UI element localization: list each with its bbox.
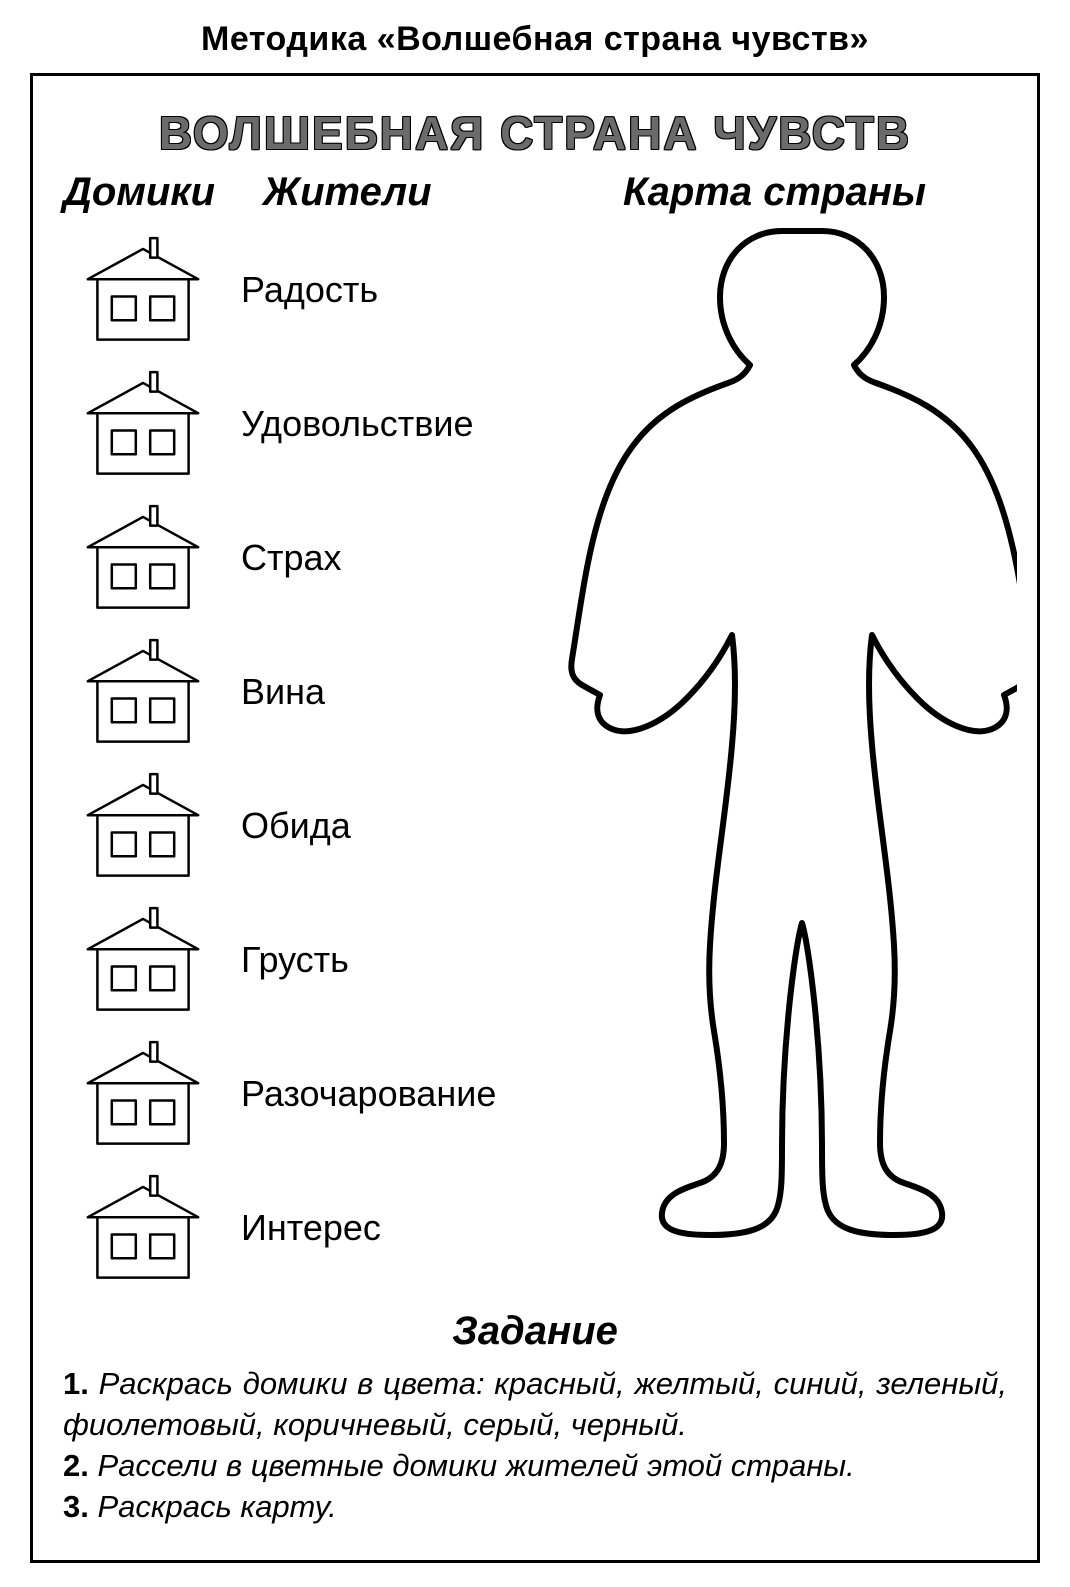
task-1-text: Раскрась домики в цвета: красный, желтый… [63,1366,1007,1442]
big-title: ВОЛШЕБНАЯ СТРАНА ЧУВСТВ [63,106,1007,160]
header-houses: Домики [63,170,263,215]
feelings-list: Радость Удовольствие Страх Вина [63,223,583,1295]
feeling-label: Грусть [223,939,349,981]
tasks-section: Задание 1. Раскрась домики в цвета: крас… [63,1309,1007,1528]
column-headers: Домики Жители Карта страны [63,170,1007,215]
house-icon [63,370,223,478]
feeling-row: Грусть [63,893,583,1027]
house-icon [63,772,223,880]
feeling-row: Страх [63,491,583,625]
house-icon [63,1040,223,1148]
task-3: 3. Раскрась карту. [63,1487,1007,1528]
feeling-label: Радость [223,269,378,311]
house-icon [63,236,223,344]
feeling-row: Обида [63,759,583,893]
tasks-heading: Задание [63,1309,1007,1354]
house-icon [63,504,223,612]
task-2-number: 2. [63,1448,89,1483]
task-1-number: 1. [63,1366,89,1401]
header-residents: Жители [263,170,563,215]
house-icon [63,906,223,1014]
house-icon [63,638,223,746]
task-2: 2. Рассели в цветные домики жителей этой… [63,1446,1007,1487]
feeling-label: Разочарование [223,1073,496,1115]
method-title: Методика «Волшебная страна чувств» [30,20,1040,59]
feeling-row: Радость [63,223,583,357]
feeling-label: Страх [223,537,342,579]
feeling-row: Вина [63,625,583,759]
feeling-label: Удовольствие [223,403,474,445]
feeling-row: Разочарование [63,1027,583,1161]
feeling-label: Интерес [223,1207,381,1249]
task-2-text: Рассели в цветные домики жителей этой ст… [97,1448,854,1483]
task-3-text: Раскрась карту. [97,1489,336,1524]
worksheet-page: Методика «Волшебная страна чувств» ВОЛШЕ… [0,0,1070,1587]
feeling-row: Интерес [63,1161,583,1295]
task-1: 1. Раскрась домики в цвета: красный, жел… [63,1364,1007,1446]
feeling-label: Обида [223,805,351,847]
human-silhouette-icon [547,213,1017,1303]
header-map: Карта страны [563,170,1007,215]
feeling-row: Удовольствие [63,357,583,491]
content-area: Радость Удовольствие Страх Вина [63,223,1007,1303]
house-icon [63,1174,223,1282]
feeling-label: Вина [223,671,325,713]
body-map [547,213,1017,1303]
frame: ВОЛШЕБНАЯ СТРАНА ЧУВСТВ Домики Жители Ка… [30,73,1040,1563]
task-3-number: 3. [63,1489,89,1524]
